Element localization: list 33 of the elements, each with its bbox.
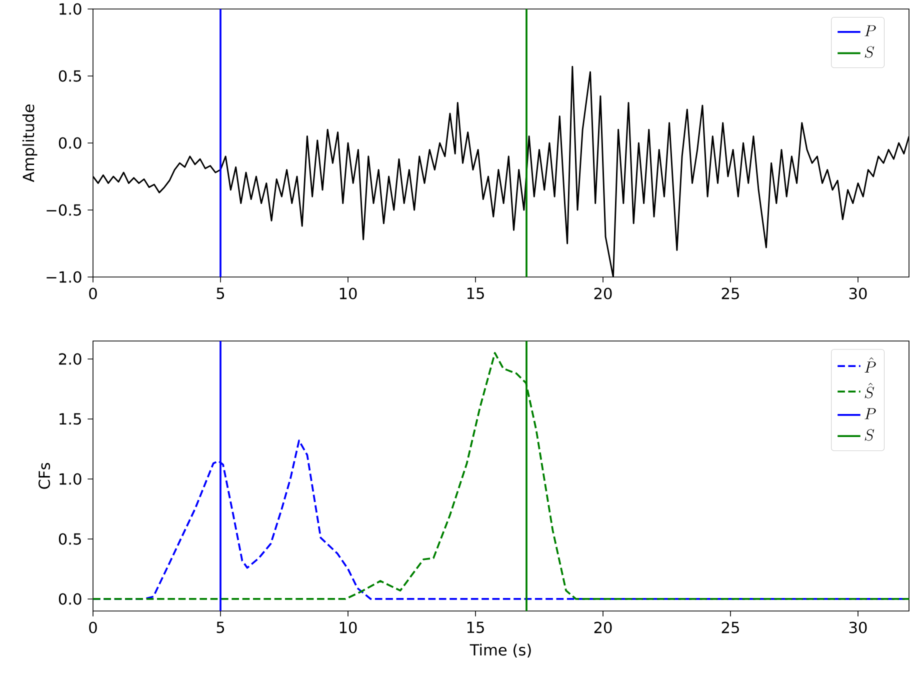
x-tick-label: 5 (216, 622, 224, 634)
x-tick-label: 10 (340, 622, 357, 634)
y-tick-label: −0.5 (46, 204, 81, 216)
y-tick-label: 0.0 (58, 593, 82, 605)
x-tick-label: 0 (89, 288, 97, 300)
y-tick-label: 1.5 (60, 413, 81, 425)
x-tick-label: 10 (340, 288, 357, 300)
legend-label: $P$ (864, 25, 876, 36)
x-tick-label: 15 (467, 622, 484, 634)
x-tick-label: 30 (849, 288, 867, 300)
x-tick-label: 30 (849, 622, 867, 634)
x-tick-label: 15 (467, 288, 484, 300)
x-tick-label: 5 (216, 288, 224, 300)
legend-label: $S$ (864, 429, 874, 441)
y-tick-label: 0.5 (58, 70, 81, 82)
legend-label: $\hat{P}$ (864, 357, 876, 373)
x-tick-label: 20 (594, 622, 612, 634)
y-axis-title: Amplitude (22, 104, 38, 182)
y-tick-label: −1.0 (46, 271, 82, 283)
y-tick-label: 1.0 (60, 473, 82, 485)
x-axis-title: Time (s) (470, 644, 531, 658)
y-axis-title: CFs (38, 462, 50, 489)
legend-label: $S$ (864, 46, 874, 58)
x-tick-label: 25 (722, 622, 739, 634)
legend-label: $P$ (864, 408, 876, 420)
y-tick-label: 0.0 (58, 137, 82, 149)
y-tick-label: 2.0 (59, 353, 82, 365)
x-tick-label: 20 (594, 288, 612, 300)
legend-label: $\hat{S}$ (864, 382, 874, 398)
x-tick-label: 0 (89, 622, 97, 634)
x-tick-label: 25 (722, 288, 739, 300)
y-tick-label: 1.0 (60, 3, 82, 15)
y-tick-label: 0.5 (58, 533, 81, 545)
